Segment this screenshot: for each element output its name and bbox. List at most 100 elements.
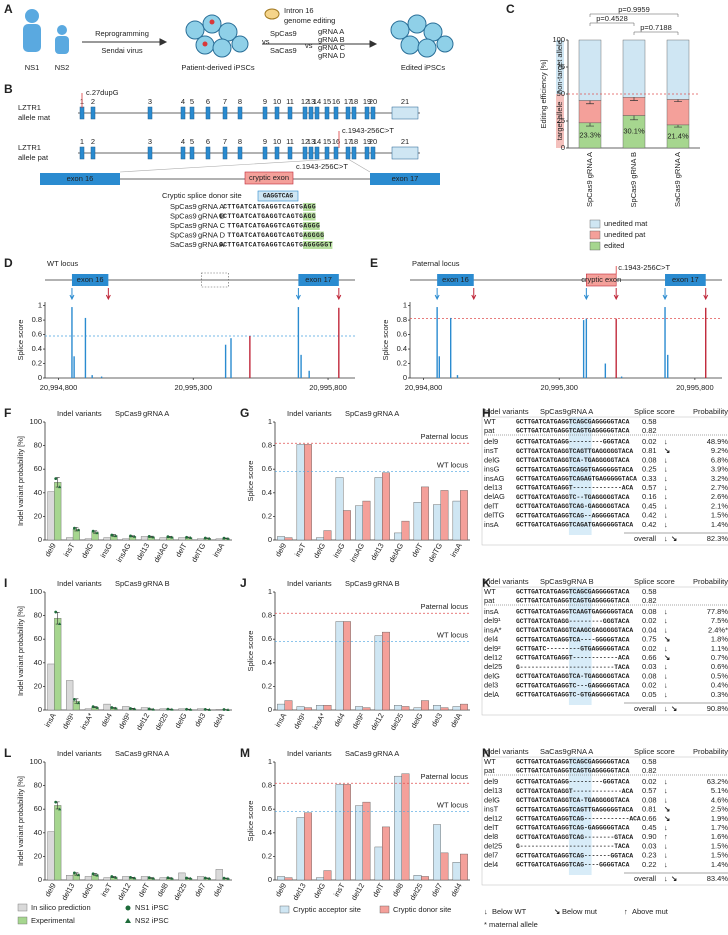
sequence: GCTTGATCATGAGGTCAGCGAGGGGGTACA: [516, 759, 630, 766]
score-arrow: ↓: [664, 795, 668, 804]
row-name: insA: [484, 607, 499, 616]
dot: [222, 876, 226, 880]
exon: [333, 146, 339, 160]
bar: [355, 706, 363, 711]
x-tick-label: delT: [371, 881, 386, 898]
reference-label: Paternal locus: [420, 602, 468, 611]
score-arrow: ↓: [664, 483, 668, 492]
score-arrow: ↓: [664, 777, 668, 786]
bar: [362, 801, 371, 881]
score-arrow: ↑: [664, 832, 668, 841]
splice-score: 0.81: [642, 446, 657, 455]
bar: [296, 706, 305, 711]
dot: [129, 707, 132, 710]
probability: 63.2%: [707, 777, 728, 786]
row-name: delG: [484, 671, 500, 680]
dot: [110, 533, 114, 537]
chart-enzyme: SpCas9: [345, 409, 372, 418]
exon: [345, 146, 351, 160]
exon: [287, 146, 293, 160]
dot: [170, 535, 174, 539]
y-tick-label: 0: [38, 535, 42, 544]
exon-label: exon 17: [392, 174, 419, 183]
x-tick-label: insT: [62, 541, 77, 558]
x-tick-label: delTG: [426, 541, 444, 563]
bar: [47, 831, 55, 881]
exon: [237, 106, 243, 120]
panel-letter: F: [4, 406, 11, 420]
dot: [95, 873, 99, 877]
score-arrow: ↓: [664, 690, 668, 699]
row-name: del9²: [484, 644, 501, 653]
site-arrow: [336, 288, 342, 301]
exon: [333, 106, 339, 120]
bar: [382, 472, 390, 541]
allele-label: allele pat: [18, 153, 49, 162]
row-name: pat: [484, 596, 495, 605]
y-tick-label: 0.6: [262, 464, 272, 473]
bar: [54, 617, 62, 711]
exon: [364, 106, 370, 120]
x-tick-label: insA: [43, 711, 58, 728]
splice-score: 0.81: [642, 805, 657, 814]
dot: [166, 876, 170, 880]
exon-label: exon 16: [67, 174, 94, 183]
x-tick-label: SpCas9 gRNA B: [629, 152, 638, 207]
site-arrow: [105, 288, 111, 301]
bar: [122, 538, 130, 541]
dot: [73, 526, 76, 530]
dot: [58, 622, 62, 626]
allele-band: [556, 94, 564, 148]
exon: [324, 146, 330, 160]
probability: 2.7%: [711, 483, 728, 492]
row-name: del25: [484, 841, 502, 850]
chart-grna: gRNA A: [143, 749, 169, 758]
bar: [374, 635, 383, 711]
chart-grna: gRNA B: [143, 579, 170, 588]
guide-enzyme: SpCas9: [170, 211, 197, 220]
splice-score: 0.33: [642, 474, 657, 483]
guide-enzyme: SpCas9: [170, 221, 197, 230]
x-tick-label: del13: [60, 881, 77, 901]
p-value: p=0.7188: [640, 23, 672, 32]
dot: [207, 708, 211, 711]
y-tick-label: 20: [34, 681, 42, 690]
sequence: GCTTGATCATGAGGTCAGGTGAGGGGGTACA: [516, 466, 633, 473]
band-label: target allele: [555, 102, 564, 141]
band-label: non-target allele: [555, 40, 564, 94]
row-name: delAG: [484, 492, 505, 501]
y-tick-label: 0: [268, 705, 272, 714]
y-tick-label: 0.4: [262, 488, 272, 497]
dot: [132, 876, 137, 880]
dot: [129, 876, 132, 879]
bar: [277, 536, 285, 541]
exon: [180, 146, 186, 160]
splice-score: 0.58: [642, 587, 657, 596]
exon-number: 10: [273, 137, 281, 146]
legend-label: In silico prediction: [31, 903, 91, 912]
guide-seq: CTTGATCATGAGGTCAGTGAGG: [223, 204, 316, 211]
bar: [122, 706, 130, 711]
exon: [205, 106, 211, 120]
sequence: GCTTGATCATGAGG---------GGGTACA: [516, 439, 630, 446]
legend-marker: [125, 905, 131, 911]
exon-number: 9: [263, 137, 267, 146]
panel-letter: B: [4, 82, 13, 96]
splice-score: 0.16: [642, 492, 657, 501]
x-tick-label: 20,994,800: [405, 383, 443, 392]
label: gRNA A: [318, 27, 344, 36]
exon-number: 19: [363, 137, 371, 146]
y-tick-label: 0.2: [32, 359, 42, 368]
sequence: GCTTGATCATGAGGTCAG--------GTACA: [516, 834, 633, 841]
chart-title: Indel variants: [287, 749, 332, 758]
y-tick-label: 0.8: [262, 611, 272, 620]
exon: [364, 146, 370, 160]
score-arrow: ↓: [664, 607, 668, 616]
y-tick-label: 0.8: [32, 315, 42, 324]
row-name: WT: [484, 417, 496, 426]
bar: [413, 502, 422, 541]
x-tick-label: insG: [98, 541, 114, 559]
overall-label: overall: [634, 704, 656, 713]
y-tick-label: 20: [34, 851, 42, 860]
bar: [421, 876, 429, 881]
